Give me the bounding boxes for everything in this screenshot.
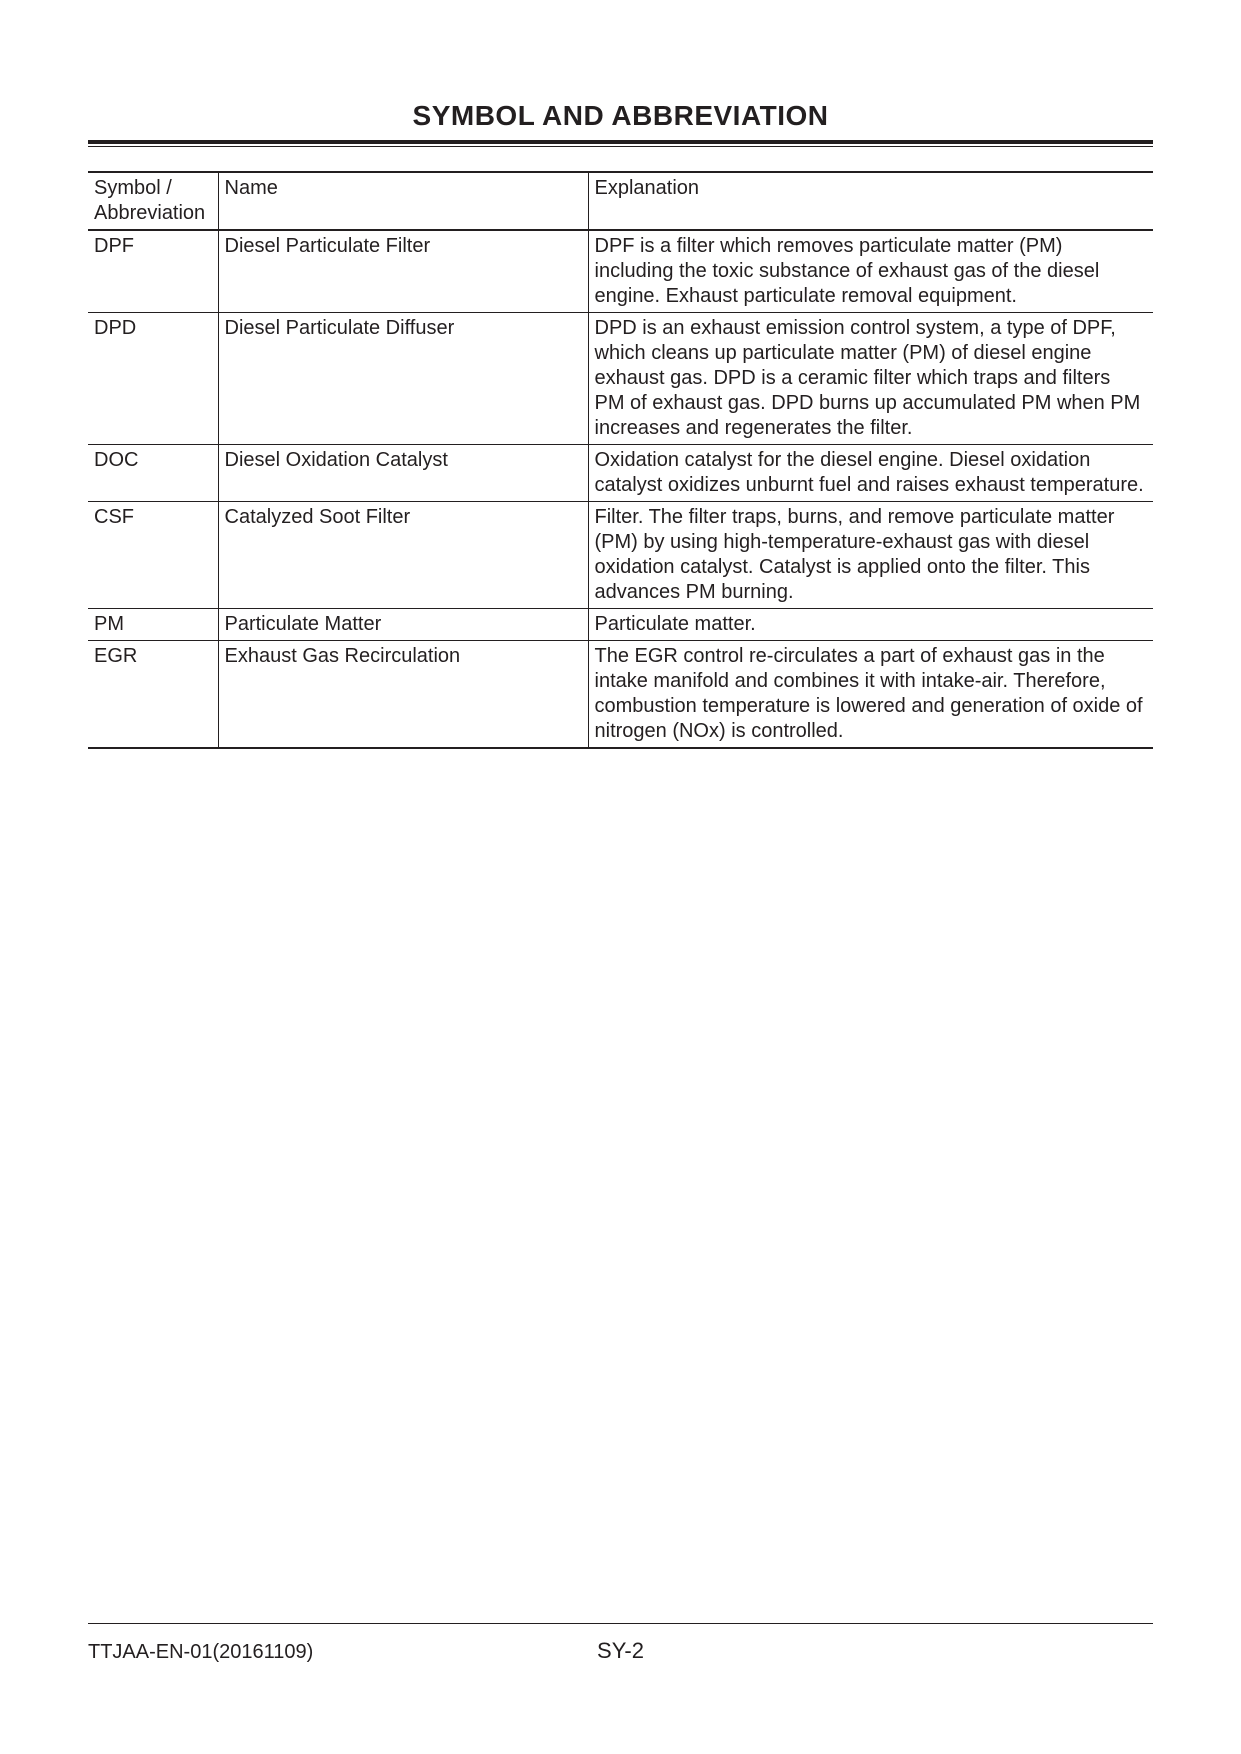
page-footer: TTJAA-EN-01(20161109) SY-2 (88, 1623, 1153, 1664)
cell-symbol: DPF (88, 230, 218, 313)
table-row: EGR Exhaust Gas Recirculation The EGR co… (88, 641, 1153, 749)
cell-name: Diesel Particulate Filter (218, 230, 588, 313)
cell-explanation: Particulate matter. (588, 609, 1153, 641)
title-rule (88, 140, 1153, 147)
cell-explanation: The EGR control re-circulates a part of … (588, 641, 1153, 749)
footer-page: SY-2 (443, 1638, 798, 1664)
cell-symbol: EGR (88, 641, 218, 749)
cell-name: Particulate Matter (218, 609, 588, 641)
header-explanation: Explanation (588, 172, 1153, 230)
cell-name: Diesel Particulate Diffuser (218, 313, 588, 445)
page: SYMBOL AND ABBREVIATION Symbol / Abbrevi… (0, 0, 1241, 1754)
table-row: PM Particulate Matter Particulate matter… (88, 609, 1153, 641)
cell-symbol: DPD (88, 313, 218, 445)
cell-symbol: DOC (88, 445, 218, 502)
table-row: DPF Diesel Particulate Filter DPF is a f… (88, 230, 1153, 313)
cell-name: Exhaust Gas Recirculation (218, 641, 588, 749)
footer-doc-code: TTJAA-EN-01(20161109) (88, 1641, 443, 1664)
cell-name: Catalyzed Soot Filter (218, 502, 588, 609)
page-title: SYMBOL AND ABBREVIATION (88, 100, 1153, 132)
abbreviation-table: Symbol / Abbreviation Name Explanation D… (88, 171, 1153, 749)
table-row: DPD Diesel Particulate Diffuser DPD is a… (88, 313, 1153, 445)
cell-explanation: Oxidation catalyst for the diesel engine… (588, 445, 1153, 502)
table-row: DOC Diesel Oxidation Catalyst Oxidation … (88, 445, 1153, 502)
footer-rule (88, 1623, 1153, 1624)
footer-row: TTJAA-EN-01(20161109) SY-2 (88, 1638, 1153, 1664)
cell-symbol: CSF (88, 502, 218, 609)
cell-explanation: DPF is a filter which removes particulat… (588, 230, 1153, 313)
table-row: CSF Catalyzed Soot Filter Filter. The fi… (88, 502, 1153, 609)
header-name: Name (218, 172, 588, 230)
cell-name: Diesel Oxidation Catalyst (218, 445, 588, 502)
cell-explanation: Filter. The filter traps, burns, and rem… (588, 502, 1153, 609)
header-symbol: Symbol / Abbreviation (88, 172, 218, 230)
table-header-row: Symbol / Abbreviation Name Explanation (88, 172, 1153, 230)
cell-symbol: PM (88, 609, 218, 641)
cell-explanation: DPD is an exhaust emission control syste… (588, 313, 1153, 445)
